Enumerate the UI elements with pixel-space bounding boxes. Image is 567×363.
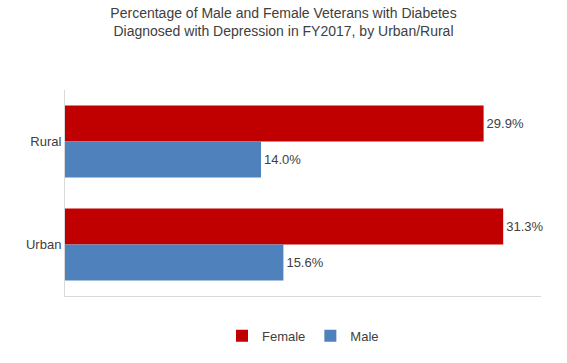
svg-text:31.3%: 31.3% [506, 219, 543, 234]
svg-text:Urban: Urban [26, 237, 61, 252]
svg-text:Male: Male [350, 329, 378, 344]
svg-text:Female: Female [262, 329, 305, 344]
svg-text:15.6%: 15.6% [286, 255, 323, 270]
svg-text:14.0%: 14.0% [264, 152, 301, 167]
svg-text:29.9%: 29.9% [487, 116, 524, 131]
svg-text:Rural: Rural [30, 134, 61, 149]
svg-text:Percentage of Male and Female: Percentage of Male and Female Veterans w… [110, 5, 456, 39]
